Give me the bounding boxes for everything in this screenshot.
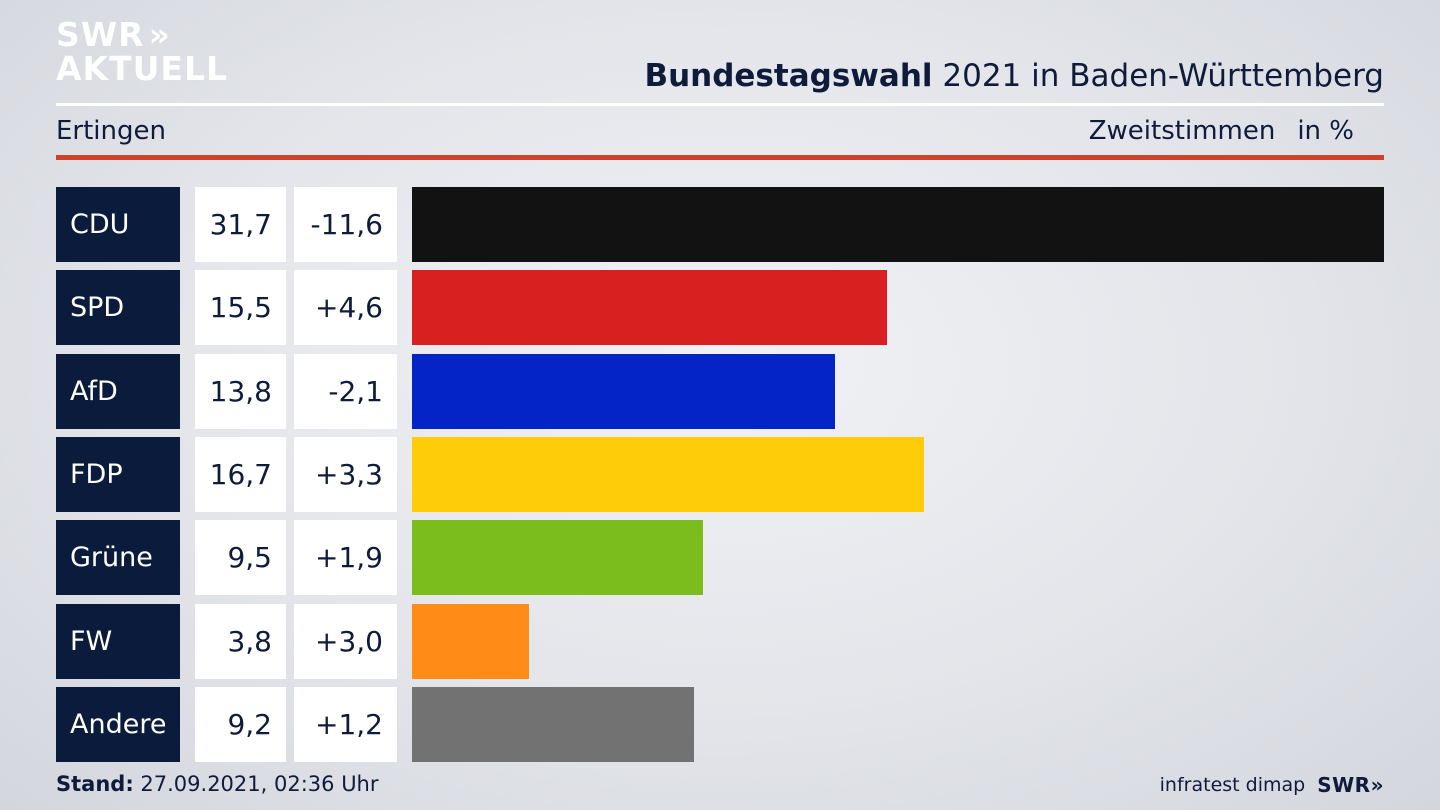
- vote-share-bar: [412, 686, 694, 762]
- vote-share-label: 15,5: [195, 270, 286, 346]
- measure-label: Zweitstimmen in %: [1089, 116, 1354, 146]
- party-label: FDP: [56, 436, 180, 512]
- timestamp: Stand: 27.09.2021, 02:36 Uhr: [56, 772, 379, 796]
- change-label: -11,6: [294, 187, 397, 262]
- party-label: AfD: [56, 353, 180, 429]
- municipality-name: Ertingen: [56, 116, 166, 146]
- swr-brand-icon: SWR»: [1317, 773, 1384, 797]
- measure-unit: in %: [1297, 116, 1354, 146]
- vote-share-label: 31,7: [195, 187, 286, 262]
- change-label: +1,2: [294, 686, 397, 762]
- party-label: Andere: [56, 686, 180, 762]
- change-label: +1,9: [294, 520, 397, 596]
- swr-aktuell-logo: SWR» AKTUELL: [56, 18, 228, 86]
- party-label: SPD: [56, 270, 180, 346]
- vote-share-label: 3,8: [195, 603, 286, 679]
- vote-share-label: 13,8: [195, 353, 286, 429]
- title-divider: [56, 103, 1384, 106]
- result-row: AfD 13,8 -2,1: [56, 353, 1384, 429]
- party-label: Grüne: [56, 520, 180, 596]
- vote-share-label: 9,2: [195, 686, 286, 762]
- source-name: infratest dimap: [1159, 774, 1306, 796]
- vote-share-bar: [412, 436, 924, 512]
- party-label: CDU: [56, 187, 180, 262]
- vote-share-label: 16,7: [195, 436, 286, 512]
- source-credit: infratest dimap SWR»: [1160, 773, 1384, 797]
- logo-arrows-icon: »: [148, 15, 170, 54]
- timestamp-label: Stand:: [56, 772, 134, 796]
- result-row: SPD 15,5 +4,6: [56, 270, 1384, 346]
- vote-share-bar: [412, 187, 1384, 262]
- vote-share-bar: [412, 353, 835, 429]
- change-label: +3,3: [294, 436, 397, 512]
- logo-aktuell: AKTUELL: [56, 49, 229, 88]
- vote-share-label: 9,5: [195, 520, 286, 596]
- change-label: -2,1: [294, 353, 397, 429]
- title-rest: 2021 in Baden-Württemberg: [942, 58, 1384, 94]
- chart-title: Bundestagswahl 2021 in Baden-Württemberg: [644, 58, 1384, 94]
- vote-share-bar: [412, 520, 703, 596]
- change-label: +3,0: [294, 603, 397, 679]
- result-row: Andere 9,2 +1,2: [56, 686, 1384, 762]
- result-row: FW 3,8 +3,0: [56, 603, 1384, 679]
- result-row: Grüne 9,5 +1,9: [56, 520, 1384, 596]
- result-row: CDU 31,7 -11,6: [56, 187, 1384, 262]
- header-divider: [56, 155, 1384, 160]
- logo-swr: SWR: [56, 15, 145, 54]
- measure-name: Zweitstimmen: [1088, 116, 1276, 146]
- change-label: +4,6: [294, 270, 397, 346]
- title-bold: Bundestagswahl: [644, 58, 933, 94]
- result-row: FDP 16,7 +3,3: [56, 436, 1384, 512]
- timestamp-value: 27.09.2021, 02:36 Uhr: [140, 772, 379, 796]
- vote-share-bar: [412, 270, 887, 346]
- party-label: FW: [56, 603, 180, 679]
- vote-share-bar: [412, 603, 529, 679]
